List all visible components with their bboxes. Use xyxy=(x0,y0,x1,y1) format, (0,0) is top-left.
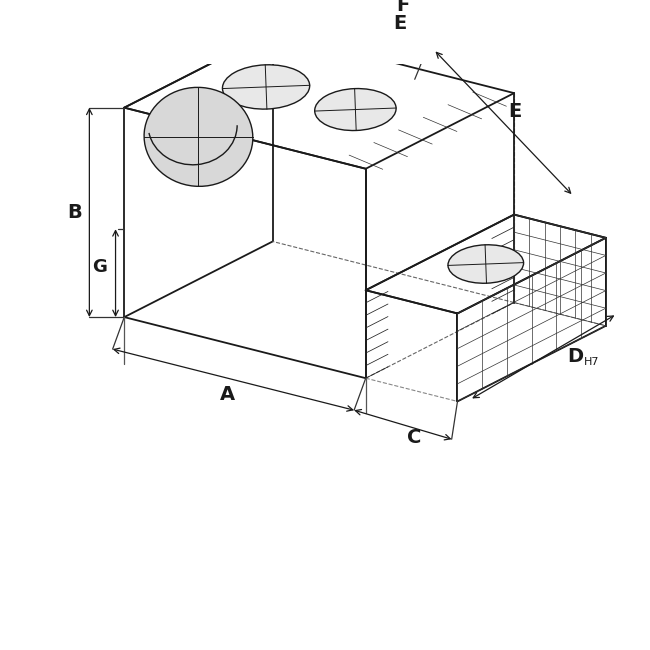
Ellipse shape xyxy=(448,245,524,283)
Ellipse shape xyxy=(315,88,396,131)
Text: G: G xyxy=(92,258,107,276)
Text: A: A xyxy=(220,385,235,404)
Text: B: B xyxy=(68,203,82,222)
Text: F: F xyxy=(396,0,410,15)
Text: D: D xyxy=(567,347,583,367)
Text: E: E xyxy=(508,101,522,121)
Text: H7: H7 xyxy=(584,357,599,367)
Text: C: C xyxy=(408,428,422,447)
Ellipse shape xyxy=(222,65,309,109)
Text: E: E xyxy=(393,14,406,33)
Ellipse shape xyxy=(144,87,253,187)
